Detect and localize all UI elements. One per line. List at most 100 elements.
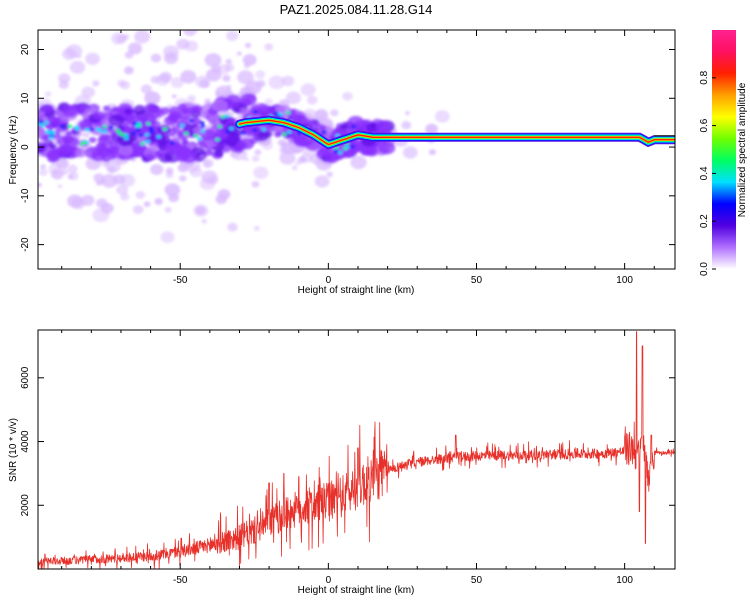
spectrogram-x-tick-label: 100 [616,275,633,286]
spectrogram-band-blob [102,105,111,112]
colorbar-label: Normalized spectral amplitude [737,82,748,217]
spectrogram-noise-blob [171,94,177,99]
spectrogram-y-tick-label: 10 [20,92,31,104]
spectrogram-bright-spot [200,129,206,133]
spectrogram-band-blob [88,136,97,144]
spectrogram-noise-blob [68,171,79,181]
spectrogram-noise-blob [44,91,52,97]
spectrogram-band-blob [145,153,155,161]
spectrogram-bright-spot [144,133,150,137]
spectrogram-bright-spot [44,120,50,125]
spectrogram-band-blob [155,149,167,158]
spectrogram-noise-blob [178,175,187,182]
spectrogram-band-blob [235,141,248,151]
spectrogram-band-blob [239,107,250,116]
spectrogram-noise-blob [425,123,439,135]
spectrogram-noise-blob [256,79,266,88]
spectrogram-image [38,30,675,269]
spectrogram-band-blob [160,107,170,115]
spectrogram-noise-blob [228,111,235,117]
snr-x-ticks: -50 0 50 100 [61,330,655,586]
spectrogram-band-blob [42,134,50,141]
spectrogram-noise-blob [150,53,162,63]
spectrogram-y-tick-label: -20 [20,237,31,252]
spectrogram-noise-blob [82,132,90,138]
spectrogram-bright-spot [261,127,267,132]
spectrogram-noise-blob [201,218,208,224]
spectrogram-noise-blob [264,98,273,106]
spectrogram-noise-blob [254,149,262,156]
spectrogram-band-blob [118,145,133,156]
spectrogram-bright-spot [132,121,138,126]
spectrogram-band-blob [81,113,89,119]
spectrogram-band-blob [240,93,257,106]
spectrogram-noise-blob [101,174,118,188]
spectrogram-noise-blob [251,155,260,162]
spectrogram-noise-blob [245,42,252,48]
spectrogram-noise-blob [204,53,222,68]
spectrogram-band-blob [99,134,110,143]
spectrogram-x-tick-label: 0 [326,275,332,286]
spectrogram-noise-blob [326,171,334,178]
spectrogram-noise-blob [225,58,232,65]
spectrogram-noise-blob [226,30,239,42]
spectrogram-noise-blob [60,168,69,175]
spectrogram-band-blob [38,144,47,152]
spectrogram-bright-spot [145,139,151,144]
spectrogram-band-blob [293,134,310,148]
spectrogram-bright-spot [145,121,151,126]
spectrogram-noise-blob [40,164,46,170]
spectrogram-bright-spot [350,124,356,129]
snr-x-tick-label: 100 [616,575,633,586]
colorbar: 0.0 0.2 0.4 0.6 0.8 Normalized spectral ampl… [699,30,748,276]
colorbar-ticks: 0.0 0.2 0.4 0.6 0.8 [699,70,716,276]
spectrogram-bright-spot [162,127,168,131]
snr-y-tick-label: 6000 [20,366,31,389]
colorbar-tick-label: 0.8 [699,70,710,84]
spectrogram-noise-blob [300,83,316,96]
snr-frame [37,329,676,570]
spectrogram-noise-blob [285,91,302,105]
spectrogram-noise-blob [236,51,242,56]
spectrogram-bright-spot [281,132,287,137]
spectrogram-band-blob [144,102,158,113]
spectrogram-y-tick-label: 0 [20,144,31,150]
spectrogram-bright-spot [214,137,220,142]
spectrogram-band-blob [46,115,60,126]
spectrogram-noise-blob [92,80,100,87]
spectrogram-noise-blob [401,120,412,130]
spectrogram-band-blob [362,144,378,156]
spectrogram-noise-blob [127,42,143,55]
spectrogram-noise-blob [199,177,216,191]
spectrogram-noise-blob [92,208,110,223]
spectrogram-noise-blob [168,193,180,203]
spectrogram-noise-blob [143,201,151,207]
spectrogram-band-blob [62,105,78,118]
spectrogram-noise-blob [154,198,163,205]
spectrogram-bright-spot [102,129,108,134]
spectrogram-band-blob [75,104,87,114]
spectrogram-bright-spot [273,111,279,116]
spectrogram-noise-blob [155,74,170,86]
snr-x-axis-label: Height of straight line (km) [298,585,415,596]
spectrogram-noise-blob [124,66,134,75]
spectrogram-bright-spot [89,127,95,132]
spectrogram-noise [38,30,450,244]
spectrogram-noise-blob [195,206,206,215]
spectrogram-noise-blob [57,184,63,189]
spectrogram-noise-blob [164,206,172,213]
spectrogram-noise-blob [434,110,450,123]
spectrogram-band-blob [324,152,340,164]
spectrogram-bright-spot [39,123,45,128]
spectrogram-bright-spot [252,128,258,133]
colorbar-tick-label: 0.2 [699,214,710,228]
spectrogram-bright-spot [220,114,226,119]
spectrogram-band-blob [205,149,214,156]
spectrogram-noise-blob [255,70,266,79]
snr-x-tick-label: -50 [173,575,188,586]
spectrogram-band-blob [199,154,206,160]
spectrogram-noise-blob [350,155,367,170]
spectrogram-noise-blob [132,205,144,215]
spectrogram-bright-spot [224,114,230,118]
spectrogram-band-blob [49,143,57,149]
